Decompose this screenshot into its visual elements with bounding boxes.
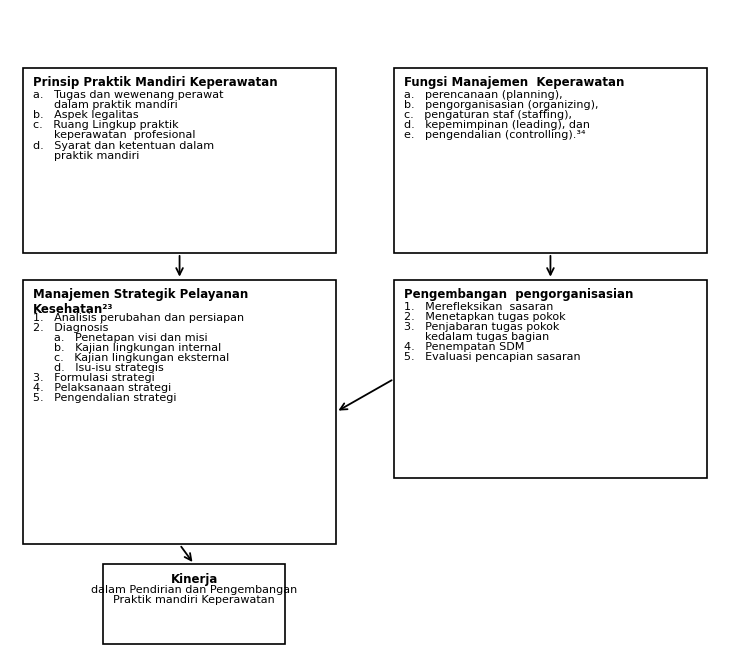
Text: 2.   Diagnosis: 2. Diagnosis — [33, 323, 108, 333]
Text: 5.   Pengendalian strategi: 5. Pengendalian strategi — [33, 394, 176, 404]
Text: praktik mandiri: praktik mandiri — [33, 150, 139, 161]
FancyBboxPatch shape — [394, 68, 707, 253]
Text: 4.   Penempatan SDM: 4. Penempatan SDM — [404, 342, 524, 352]
Text: a.   perencanaan (planning),: a. perencanaan (planning), — [404, 90, 562, 100]
Text: b.   Aspek legalitas: b. Aspek legalitas — [33, 110, 138, 120]
FancyBboxPatch shape — [103, 565, 285, 644]
Text: 5.   Evaluasi pencapian sasaran: 5. Evaluasi pencapian sasaran — [404, 352, 580, 362]
Text: a.   Tugas dan wewenang perawat: a. Tugas dan wewenang perawat — [33, 90, 223, 100]
FancyBboxPatch shape — [23, 279, 336, 545]
Text: 1.   Merefleksikan  sasaran: 1. Merefleksikan sasaran — [404, 302, 553, 312]
Text: Prinsip Praktik Mandiri Keperawatan: Prinsip Praktik Mandiri Keperawatan — [33, 76, 277, 89]
FancyBboxPatch shape — [394, 279, 707, 478]
Text: e.   pengendalian (controlling).³⁴: e. pengendalian (controlling).³⁴ — [404, 130, 585, 140]
Text: b.   pengorganisasian (organizing),: b. pengorganisasian (organizing), — [404, 100, 598, 110]
Text: 4.   Pelaksanaan strategi: 4. Pelaksanaan strategi — [33, 383, 171, 393]
Text: d.   Isu-isu strategis: d. Isu-isu strategis — [33, 363, 164, 373]
Text: dalam praktik mandiri: dalam praktik mandiri — [33, 100, 177, 110]
Text: c.   pengaturan staf (staffing),: c. pengaturan staf (staffing), — [404, 110, 572, 120]
Text: c.   Ruang Lingkup praktik: c. Ruang Lingkup praktik — [33, 120, 178, 130]
Text: Manajemen Strategik Pelayanan
Kesehatan²³: Manajemen Strategik Pelayanan Kesehatan²… — [33, 288, 248, 316]
Text: 3.   Penjabaran tugas pokok: 3. Penjabaran tugas pokok — [404, 323, 559, 332]
Text: kedalam tugas bagian: kedalam tugas bagian — [404, 332, 549, 342]
Text: a.   Penetapan visi dan misi: a. Penetapan visi dan misi — [33, 333, 207, 343]
Text: keperawatan  profesional: keperawatan profesional — [33, 130, 195, 140]
Text: Pengembangan  pengorganisasian: Pengembangan pengorganisasian — [404, 288, 633, 301]
Text: 1.   Analisis perubahan dan persiapan: 1. Analisis perubahan dan persiapan — [33, 313, 244, 323]
Text: dalam Pendirian dan Pengembangan: dalam Pendirian dan Pengembangan — [91, 585, 297, 595]
Text: c.   Kajian lingkungan eksternal: c. Kajian lingkungan eksternal — [33, 353, 229, 363]
Text: d.   Syarat dan ketentuan dalam: d. Syarat dan ketentuan dalam — [33, 140, 214, 150]
Text: 2.   Menetapkan tugas pokok: 2. Menetapkan tugas pokok — [404, 312, 565, 323]
Text: b.   Kajian lingkungan internal: b. Kajian lingkungan internal — [33, 343, 221, 353]
Text: Kinerja: Kinerja — [170, 573, 218, 586]
Text: 3.   Formulasi strategi: 3. Formulasi strategi — [33, 373, 155, 383]
Text: d.   kepemimpinan (leading), dan: d. kepemimpinan (leading), dan — [404, 120, 590, 130]
Text: Praktik mandiri Keperawatan: Praktik mandiri Keperawatan — [113, 595, 275, 605]
Text: Fungsi Manajemen  Keperawatan: Fungsi Manajemen Keperawatan — [404, 76, 624, 89]
FancyBboxPatch shape — [23, 68, 336, 253]
